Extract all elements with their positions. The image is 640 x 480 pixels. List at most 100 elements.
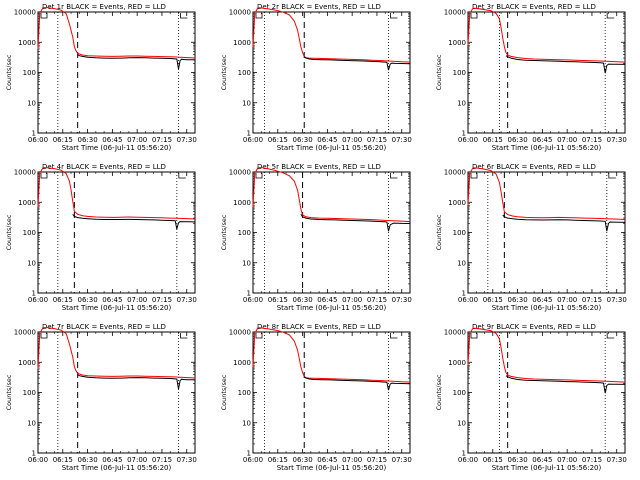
y-tick-label: 10 bbox=[457, 419, 466, 427]
y-tick-label: 1 bbox=[32, 290, 36, 298]
x-axis-label: Start Time (06-Jul-11 05:56:20) bbox=[492, 144, 602, 152]
det-panel: Det 9r BLACK = Events, RED = LLD 1 10 100 10… bbox=[435, 323, 627, 472]
det-panel: Det 2r BLACK = Events, RED = LLD 1 10 100 10… bbox=[220, 3, 412, 152]
x-tick-label: 06:00 bbox=[28, 296, 48, 304]
x-tick-label: 06:15 bbox=[483, 296, 503, 304]
x-axis-label: Start Time (06-Jul-11 05:56:20) bbox=[62, 464, 172, 472]
corner-mark bbox=[470, 13, 478, 19]
y-tick-label: 10 bbox=[242, 99, 251, 107]
y-tick-label: 100 bbox=[453, 69, 466, 77]
lld-line bbox=[467, 327, 626, 383]
x-tick-label: 07:15 bbox=[152, 456, 172, 464]
events-line bbox=[77, 374, 196, 390]
y-axis-label: Counts/sec bbox=[5, 214, 13, 250]
x-tick-label: 06:15 bbox=[53, 136, 73, 144]
events-line bbox=[300, 214, 411, 232]
x-tick-label: 06:00 bbox=[28, 136, 48, 144]
y-tick-label: 1000 bbox=[233, 359, 251, 367]
corner-mark bbox=[390, 333, 398, 339]
x-tick-label: 07:30 bbox=[177, 136, 197, 144]
x-tick-label: 07:30 bbox=[607, 136, 627, 144]
panel-title: Det 5r BLACK = Events, RED = LLD bbox=[257, 163, 381, 171]
det-panel: Det 7r BLACK = Events, RED = LLD 1 10 100 10… bbox=[5, 323, 197, 472]
y-tick-label: 10 bbox=[457, 259, 466, 267]
x-tick-label: 07:00 bbox=[342, 456, 362, 464]
x-tick-label: 06:15 bbox=[268, 136, 288, 144]
corner-mark bbox=[470, 333, 478, 339]
events-line bbox=[77, 54, 196, 70]
y-tick-label: 1 bbox=[247, 450, 251, 458]
x-tick-label: 06:45 bbox=[532, 456, 552, 464]
x-tick-label: 06:15 bbox=[483, 136, 503, 144]
events-line bbox=[72, 213, 196, 230]
corner-mark bbox=[40, 173, 48, 179]
corner-mark bbox=[606, 333, 615, 339]
corner-mark bbox=[606, 13, 615, 19]
x-axis-label: Start Time (06-Jul-11 05:56:20) bbox=[277, 464, 387, 472]
y-axis-label: Counts/sec bbox=[220, 54, 228, 90]
y-tick-label: 100 bbox=[453, 229, 466, 237]
x-tick-label: 06:15 bbox=[53, 456, 73, 464]
y-tick-label: 10 bbox=[27, 259, 36, 267]
x-tick-label: 06:30 bbox=[507, 136, 527, 144]
corner-mark bbox=[390, 173, 398, 179]
y-tick-label: 1 bbox=[462, 290, 466, 298]
corner-mark bbox=[255, 333, 263, 339]
lld-line bbox=[467, 7, 626, 63]
x-tick-label: 06:15 bbox=[53, 296, 73, 304]
corner-mark bbox=[255, 13, 263, 19]
y-tick-label: 10 bbox=[242, 259, 251, 267]
corner-mark bbox=[608, 173, 616, 179]
y-tick-label: 1 bbox=[32, 450, 36, 458]
x-tick-label: 06:15 bbox=[268, 456, 288, 464]
x-tick-label: 06:00 bbox=[28, 456, 48, 464]
panel-title: Det 2r BLACK = Events, RED = LLD bbox=[257, 3, 381, 11]
lld-line bbox=[467, 167, 626, 220]
y-axis-label: Counts/sec bbox=[220, 214, 228, 250]
x-tick-label: 07:30 bbox=[392, 456, 412, 464]
y-tick-label: 10 bbox=[27, 99, 36, 107]
x-tick-label: 07:15 bbox=[367, 456, 387, 464]
det-panel: Det 1r BLACK = Events, RED = LLD 1 10 100 10… bbox=[5, 3, 197, 152]
lld-line bbox=[252, 7, 411, 63]
y-tick-label: 1 bbox=[247, 130, 251, 138]
y-tick-label: 1 bbox=[247, 290, 251, 298]
plot-frame bbox=[252, 331, 411, 454]
x-tick-label: 06:30 bbox=[292, 456, 312, 464]
panel-title: Det 9r BLACK = Events, RED = LLD bbox=[472, 323, 596, 331]
y-tick-label: 10000 bbox=[14, 329, 36, 337]
y-axis-label: Counts/sec bbox=[435, 374, 443, 410]
x-tick-label: 06:45 bbox=[317, 296, 337, 304]
y-tick-label: 10 bbox=[457, 99, 466, 107]
events-line bbox=[505, 375, 626, 394]
x-tick-label: 06:30 bbox=[77, 296, 97, 304]
x-tick-label: 06:45 bbox=[532, 296, 552, 304]
y-tick-label: 10000 bbox=[229, 9, 251, 17]
y-tick-label: 1 bbox=[32, 130, 36, 138]
x-axis-label: Start Time (06-Jul-11 05:56:20) bbox=[492, 464, 602, 472]
y-axis-label: Counts/sec bbox=[5, 54, 13, 90]
y-tick-label: 1000 bbox=[448, 39, 466, 47]
y-tick-label: 100 bbox=[23, 389, 36, 397]
x-tick-label: 06:30 bbox=[292, 136, 312, 144]
y-tick-label: 10000 bbox=[14, 169, 36, 177]
x-tick-label: 07:15 bbox=[582, 456, 602, 464]
panel-title: Det 4r BLACK = Events, RED = LLD bbox=[42, 163, 166, 171]
det-panel: Det 3r BLACK = Events, RED = LLD 1 10 100 10… bbox=[435, 3, 627, 152]
y-tick-label: 1000 bbox=[233, 199, 251, 207]
x-tick-label: 06:15 bbox=[268, 296, 288, 304]
y-tick-label: 100 bbox=[238, 69, 251, 77]
panel-title: Det 8r BLACK = Events, RED = LLD bbox=[257, 323, 381, 331]
plot-frame bbox=[467, 11, 626, 134]
plot-frame bbox=[467, 331, 626, 454]
x-tick-label: 06:30 bbox=[507, 456, 527, 464]
det-panel: Det 8r BLACK = Events, RED = LLD 1 10 100 10… bbox=[220, 323, 412, 472]
y-tick-label: 100 bbox=[238, 229, 251, 237]
y-tick-label: 10000 bbox=[444, 169, 466, 177]
corner-mark bbox=[40, 13, 48, 19]
det-panel: Det 4r BLACK = Events, RED = LLD 1 10 100 10… bbox=[5, 163, 197, 312]
x-tick-label: 06:45 bbox=[102, 456, 122, 464]
x-tick-label: 06:45 bbox=[532, 136, 552, 144]
x-tick-label: 06:30 bbox=[77, 136, 97, 144]
